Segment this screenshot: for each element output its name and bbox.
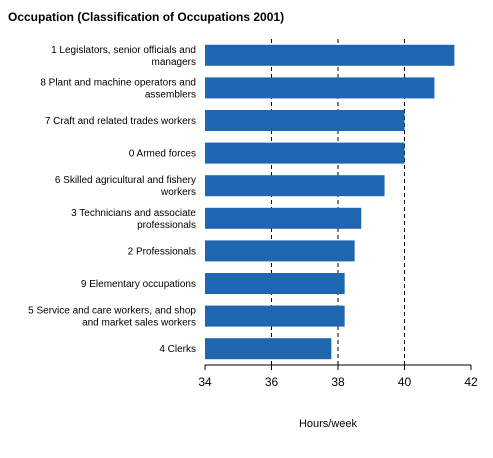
bar <box>205 110 405 131</box>
category-label: 8 Plant and machine operators and <box>40 77 196 88</box>
x-axis: 34 36 38 40 42 <box>198 364 478 389</box>
bar <box>205 240 355 262</box>
bar <box>205 44 455 66</box>
category-label: 3 Technicians and associate <box>71 208 196 219</box>
chart-title: Occupation (Classification of Occupation… <box>8 10 285 24</box>
category-label: 7 Craft and related trades workers <box>45 116 196 127</box>
category-label: workers <box>160 187 196 198</box>
category-label: assemblers <box>145 89 196 100</box>
bar <box>205 305 345 327</box>
category-label: 1 Legislators, senior officials and <box>51 45 196 56</box>
bars <box>205 44 455 360</box>
category-label: 2 Professionals <box>128 246 196 257</box>
category-label: and market sales workers <box>82 318 196 329</box>
bar <box>205 273 345 294</box>
category-label: 0 Armed forces <box>129 149 196 160</box>
x-tick-label: 42 <box>464 375 478 389</box>
category-labels: 1 Legislators, senior officials andmanag… <box>28 45 196 355</box>
x-tick-label: 40 <box>398 375 412 389</box>
x-tick-label: 34 <box>198 375 212 389</box>
x-tick-label: 36 <box>265 375 279 389</box>
x-axis-title: Hours/week <box>299 418 358 430</box>
bar <box>205 77 435 99</box>
bar <box>205 175 385 197</box>
category-label: 9 Elementary occupations <box>81 279 196 290</box>
category-label: professionals <box>137 220 196 231</box>
grid-lines <box>271 39 405 365</box>
x-tick-label: 38 <box>331 375 345 389</box>
category-label: 5 Service and care workers, and shop <box>28 306 196 317</box>
bar <box>205 207 362 229</box>
category-label: 6 Skilled agricultural and fishery <box>55 175 196 186</box>
bar <box>205 338 332 360</box>
category-label: 4 Clerks <box>159 344 196 355</box>
category-label: managers <box>152 57 196 68</box>
bar <box>205 142 405 164</box>
